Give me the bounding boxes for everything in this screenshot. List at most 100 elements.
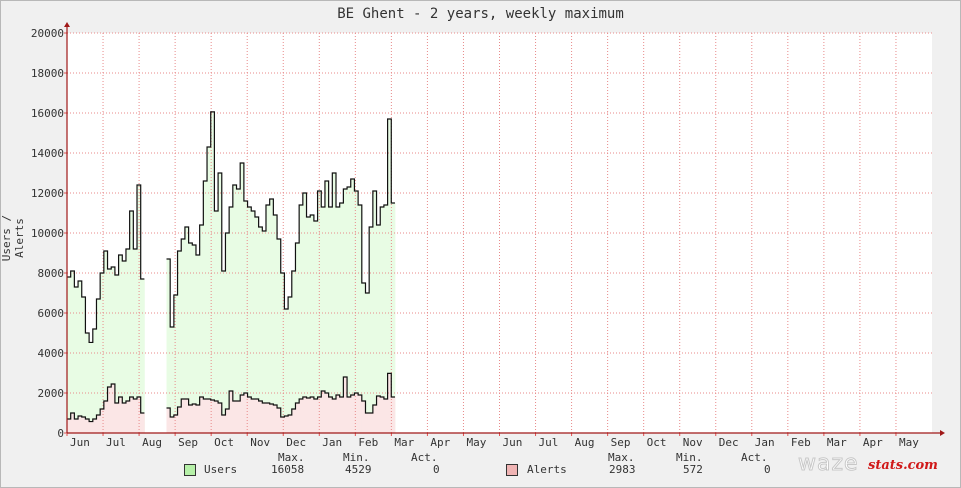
area-alerts-13	[114, 403, 119, 433]
area-users-52	[258, 227, 263, 433]
area-users-35	[195, 255, 201, 433]
area-alerts-20	[140, 413, 145, 433]
area-alerts-37	[203, 399, 208, 433]
area-alerts-77	[350, 395, 355, 433]
area-users-14	[118, 255, 123, 433]
area-users-12	[111, 267, 116, 433]
series-line-users	[67, 111, 395, 344]
area-users-7	[92, 329, 97, 433]
logo-word: waze	[798, 451, 859, 477]
area-alerts-78	[354, 393, 359, 433]
area-alerts-7	[92, 419, 97, 433]
area-users-82	[369, 227, 374, 433]
y-tick-label-14000: 14000	[31, 147, 64, 160]
wazestats-logo[interactable]: waze stats.com	[798, 451, 938, 477]
area-users-8	[96, 299, 101, 433]
area-alerts-8	[96, 415, 101, 433]
area-users-66	[310, 215, 315, 433]
x-tick-label-23: May	[899, 436, 919, 449]
x-tick-label-16: Oct	[647, 436, 667, 449]
area-alerts-59	[284, 416, 289, 433]
area-users-10	[103, 251, 108, 433]
area-users-37	[203, 181, 208, 433]
area-alerts-32	[184, 399, 189, 433]
area-users-74	[339, 203, 344, 433]
area-alerts-9	[100, 409, 105, 433]
x-tick-label-10: Apr	[430, 436, 450, 449]
area-users-54	[265, 205, 271, 433]
area-alerts-82	[369, 413, 374, 433]
area-alerts-33	[188, 405, 193, 433]
chart-title: BE Ghent - 2 years, weekly maximum	[337, 6, 624, 22]
legend-users-min-value: 4529	[345, 463, 372, 476]
area-users-13	[114, 275, 119, 433]
area-users-40	[214, 211, 219, 433]
legend-users-min-label: Min.	[343, 451, 370, 464]
area-users-57	[277, 239, 282, 433]
area-users-81	[365, 293, 370, 433]
area-alerts-6	[89, 421, 94, 433]
legend-users-max-value: 16058	[271, 463, 305, 476]
x-tick-label-18: Dec	[719, 436, 739, 449]
area-alerts-10	[103, 401, 108, 433]
y-tick-label-0: 0	[57, 427, 64, 440]
area-alerts-67	[313, 399, 318, 433]
area-users-76	[347, 187, 352, 433]
area-users-50	[251, 211, 256, 433]
area-users-42	[221, 271, 226, 433]
area-alerts-28	[170, 417, 175, 433]
area-alerts-53	[262, 403, 267, 433]
area-alerts-43	[225, 409, 230, 433]
area-users-33	[188, 243, 193, 433]
area-alerts-4	[81, 417, 86, 433]
y-tick-label-2000: 2000	[38, 387, 65, 400]
area-users-27	[166, 259, 171, 433]
area-alerts-66	[310, 397, 315, 433]
area-alerts-72	[332, 399, 337, 433]
area-users-59	[284, 309, 289, 433]
x-tick-label-1: Jul	[106, 436, 126, 449]
area-alerts-41	[218, 403, 223, 433]
x-tick-label-12: Jun	[503, 436, 523, 449]
logo-suffix: stats.com	[868, 458, 938, 473]
area-alerts-65	[306, 398, 311, 433]
area-alerts-49	[247, 397, 252, 433]
area-users-6	[89, 342, 94, 433]
x-tick-label-2: Aug	[142, 436, 162, 449]
area-users-48	[243, 201, 248, 433]
area-users-67	[313, 221, 318, 433]
area-users-60	[288, 297, 293, 433]
x-tick-label-4: Oct	[214, 436, 234, 449]
area-users-53	[262, 231, 267, 433]
x-tick-label-20: Feb	[791, 436, 811, 449]
area-alerts-39	[210, 400, 215, 433]
area-users-65	[306, 217, 311, 433]
area-users-1	[70, 271, 75, 433]
area-users-79	[358, 205, 363, 433]
x-tick-label-3: Sep	[178, 436, 198, 449]
area-alerts-71	[328, 397, 333, 433]
x-tick-label-11: May	[466, 436, 486, 449]
area-alerts-5	[85, 419, 90, 433]
area-alerts-40	[214, 401, 219, 433]
area-users-30	[177, 251, 182, 433]
area-alerts-2	[74, 419, 79, 433]
area-alerts-1	[70, 413, 75, 433]
area-alerts-46	[236, 401, 241, 433]
area-alerts-35	[195, 405, 201, 433]
area-alerts-62	[295, 403, 300, 433]
area-alerts-85	[380, 397, 385, 433]
area-users-39	[210, 111, 215, 433]
area-alerts-36	[199, 397, 204, 433]
area-users-34	[192, 245, 197, 433]
area-users-78	[354, 191, 359, 433]
area-users-58	[280, 273, 285, 433]
area-alerts-60	[288, 415, 293, 433]
area-users-56	[273, 215, 278, 433]
y-tick-label-16000: 16000	[31, 107, 64, 120]
area-users-3	[78, 281, 83, 433]
area-alerts-34	[192, 404, 197, 433]
area-alerts-29	[173, 415, 178, 433]
area-users-45	[232, 185, 237, 433]
area-users-85	[380, 207, 385, 433]
